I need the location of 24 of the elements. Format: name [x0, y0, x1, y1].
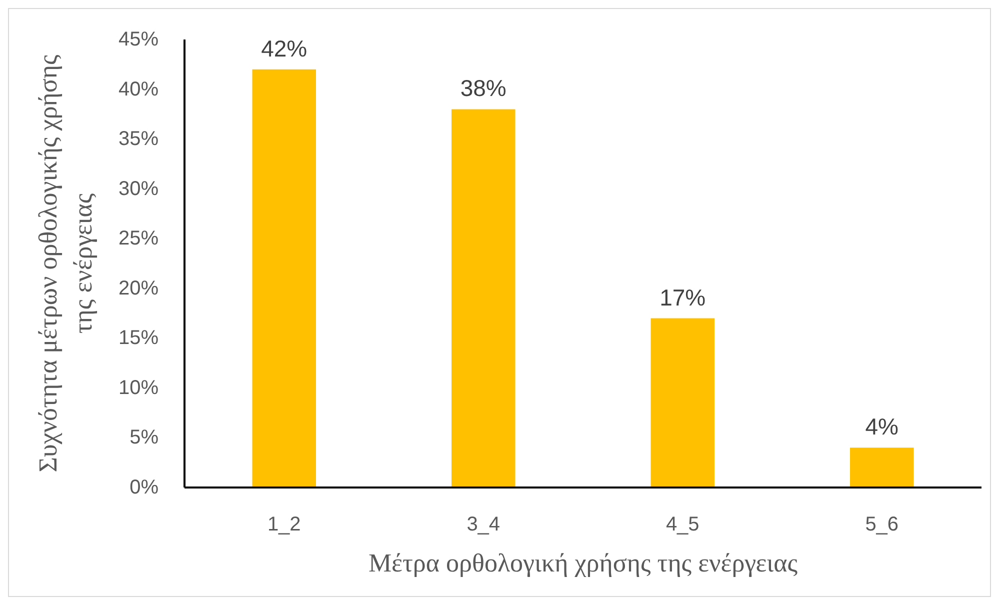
- bar: [252, 69, 316, 488]
- x-axis-title: Μέτρα ορθολογική χρήσης της ενέργειας: [368, 548, 798, 578]
- bar: [451, 109, 516, 488]
- y-tick-label: 35%: [118, 128, 159, 150]
- bar: [650, 318, 715, 488]
- data-label: 42%: [261, 35, 308, 62]
- data-label: 38%: [460, 75, 506, 102]
- x-tick-label: 5_6: [865, 514, 899, 536]
- y-tick-label: 40%: [118, 78, 159, 100]
- y-tick-label: 0%: [130, 476, 159, 498]
- y-tick-label: 10%: [118, 376, 159, 399]
- y-tick-label: 15%: [118, 327, 159, 350]
- y-tick-label: 25%: [118, 228, 159, 250]
- x-tick-label: 4_5: [666, 514, 700, 536]
- data-label: 4%: [865, 414, 899, 440]
- y-tick-label: 45%: [118, 28, 159, 50]
- y-tick-label: 20%: [118, 277, 159, 300]
- y-tick-label: 5%: [130, 426, 159, 449]
- bar: [850, 448, 914, 488]
- y-tick-label: 30%: [118, 178, 159, 200]
- data-label: 17%: [660, 284, 706, 310]
- x-tick-label: 1_2: [267, 514, 301, 536]
- y-axis-title: Συχνότητα μέτρων ορθολογικής χρήσης της ενέργειας: [34, 54, 98, 472]
- x-tick-label: 3_4: [466, 514, 500, 536]
